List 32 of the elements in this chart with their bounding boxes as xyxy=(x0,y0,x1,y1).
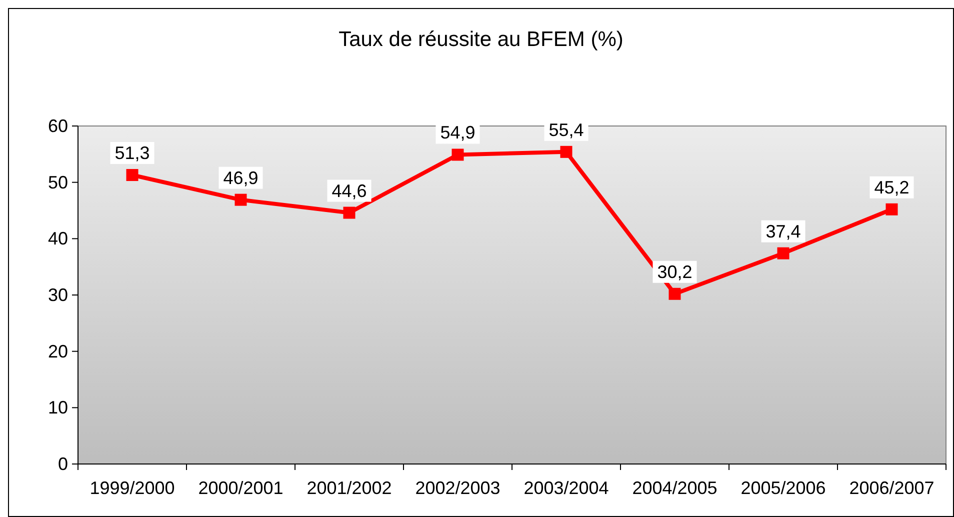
x-tick-label: 2001/2002 xyxy=(306,478,392,498)
x-tick-label: 1999/2000 xyxy=(90,478,175,498)
data-label: 51,3 xyxy=(114,143,150,164)
x-tick-label: 2004/2005 xyxy=(632,478,718,498)
x-tick-label: 2003/2004 xyxy=(524,478,609,498)
y-tick-label: 30 xyxy=(48,285,68,305)
point xyxy=(126,169,138,182)
y-tick-label: 10 xyxy=(48,398,68,418)
y-tick-label: 0 xyxy=(58,454,68,474)
y-tick-label: 60 xyxy=(48,116,68,136)
x-tick-label: 2002/2003 xyxy=(415,478,500,498)
point xyxy=(886,203,898,216)
point xyxy=(343,206,356,219)
y-tick-label: 50 xyxy=(48,172,68,192)
x-tick-label: 2005/2006 xyxy=(740,478,826,498)
data-label: 44,6 xyxy=(332,180,367,201)
point xyxy=(560,146,572,158)
point xyxy=(234,194,247,206)
data-label: 45,2 xyxy=(874,177,910,198)
data-label: 55,4 xyxy=(548,120,584,140)
x-tick-label: 2006/2007 xyxy=(849,478,934,498)
x-tick-label: 2000/2001 xyxy=(198,478,284,498)
data-label: 37,4 xyxy=(766,221,801,242)
point xyxy=(668,288,681,300)
point xyxy=(452,148,464,161)
y-tick-label: 20 xyxy=(48,341,68,362)
data-label: 46,9 xyxy=(223,168,258,188)
y-tick-label: 40 xyxy=(48,228,68,249)
data-label: 30,2 xyxy=(657,262,692,282)
point xyxy=(777,247,790,260)
chart-title: Taux de réussite au BFEM (%) xyxy=(338,28,624,51)
data-label: 54,9 xyxy=(440,122,476,143)
